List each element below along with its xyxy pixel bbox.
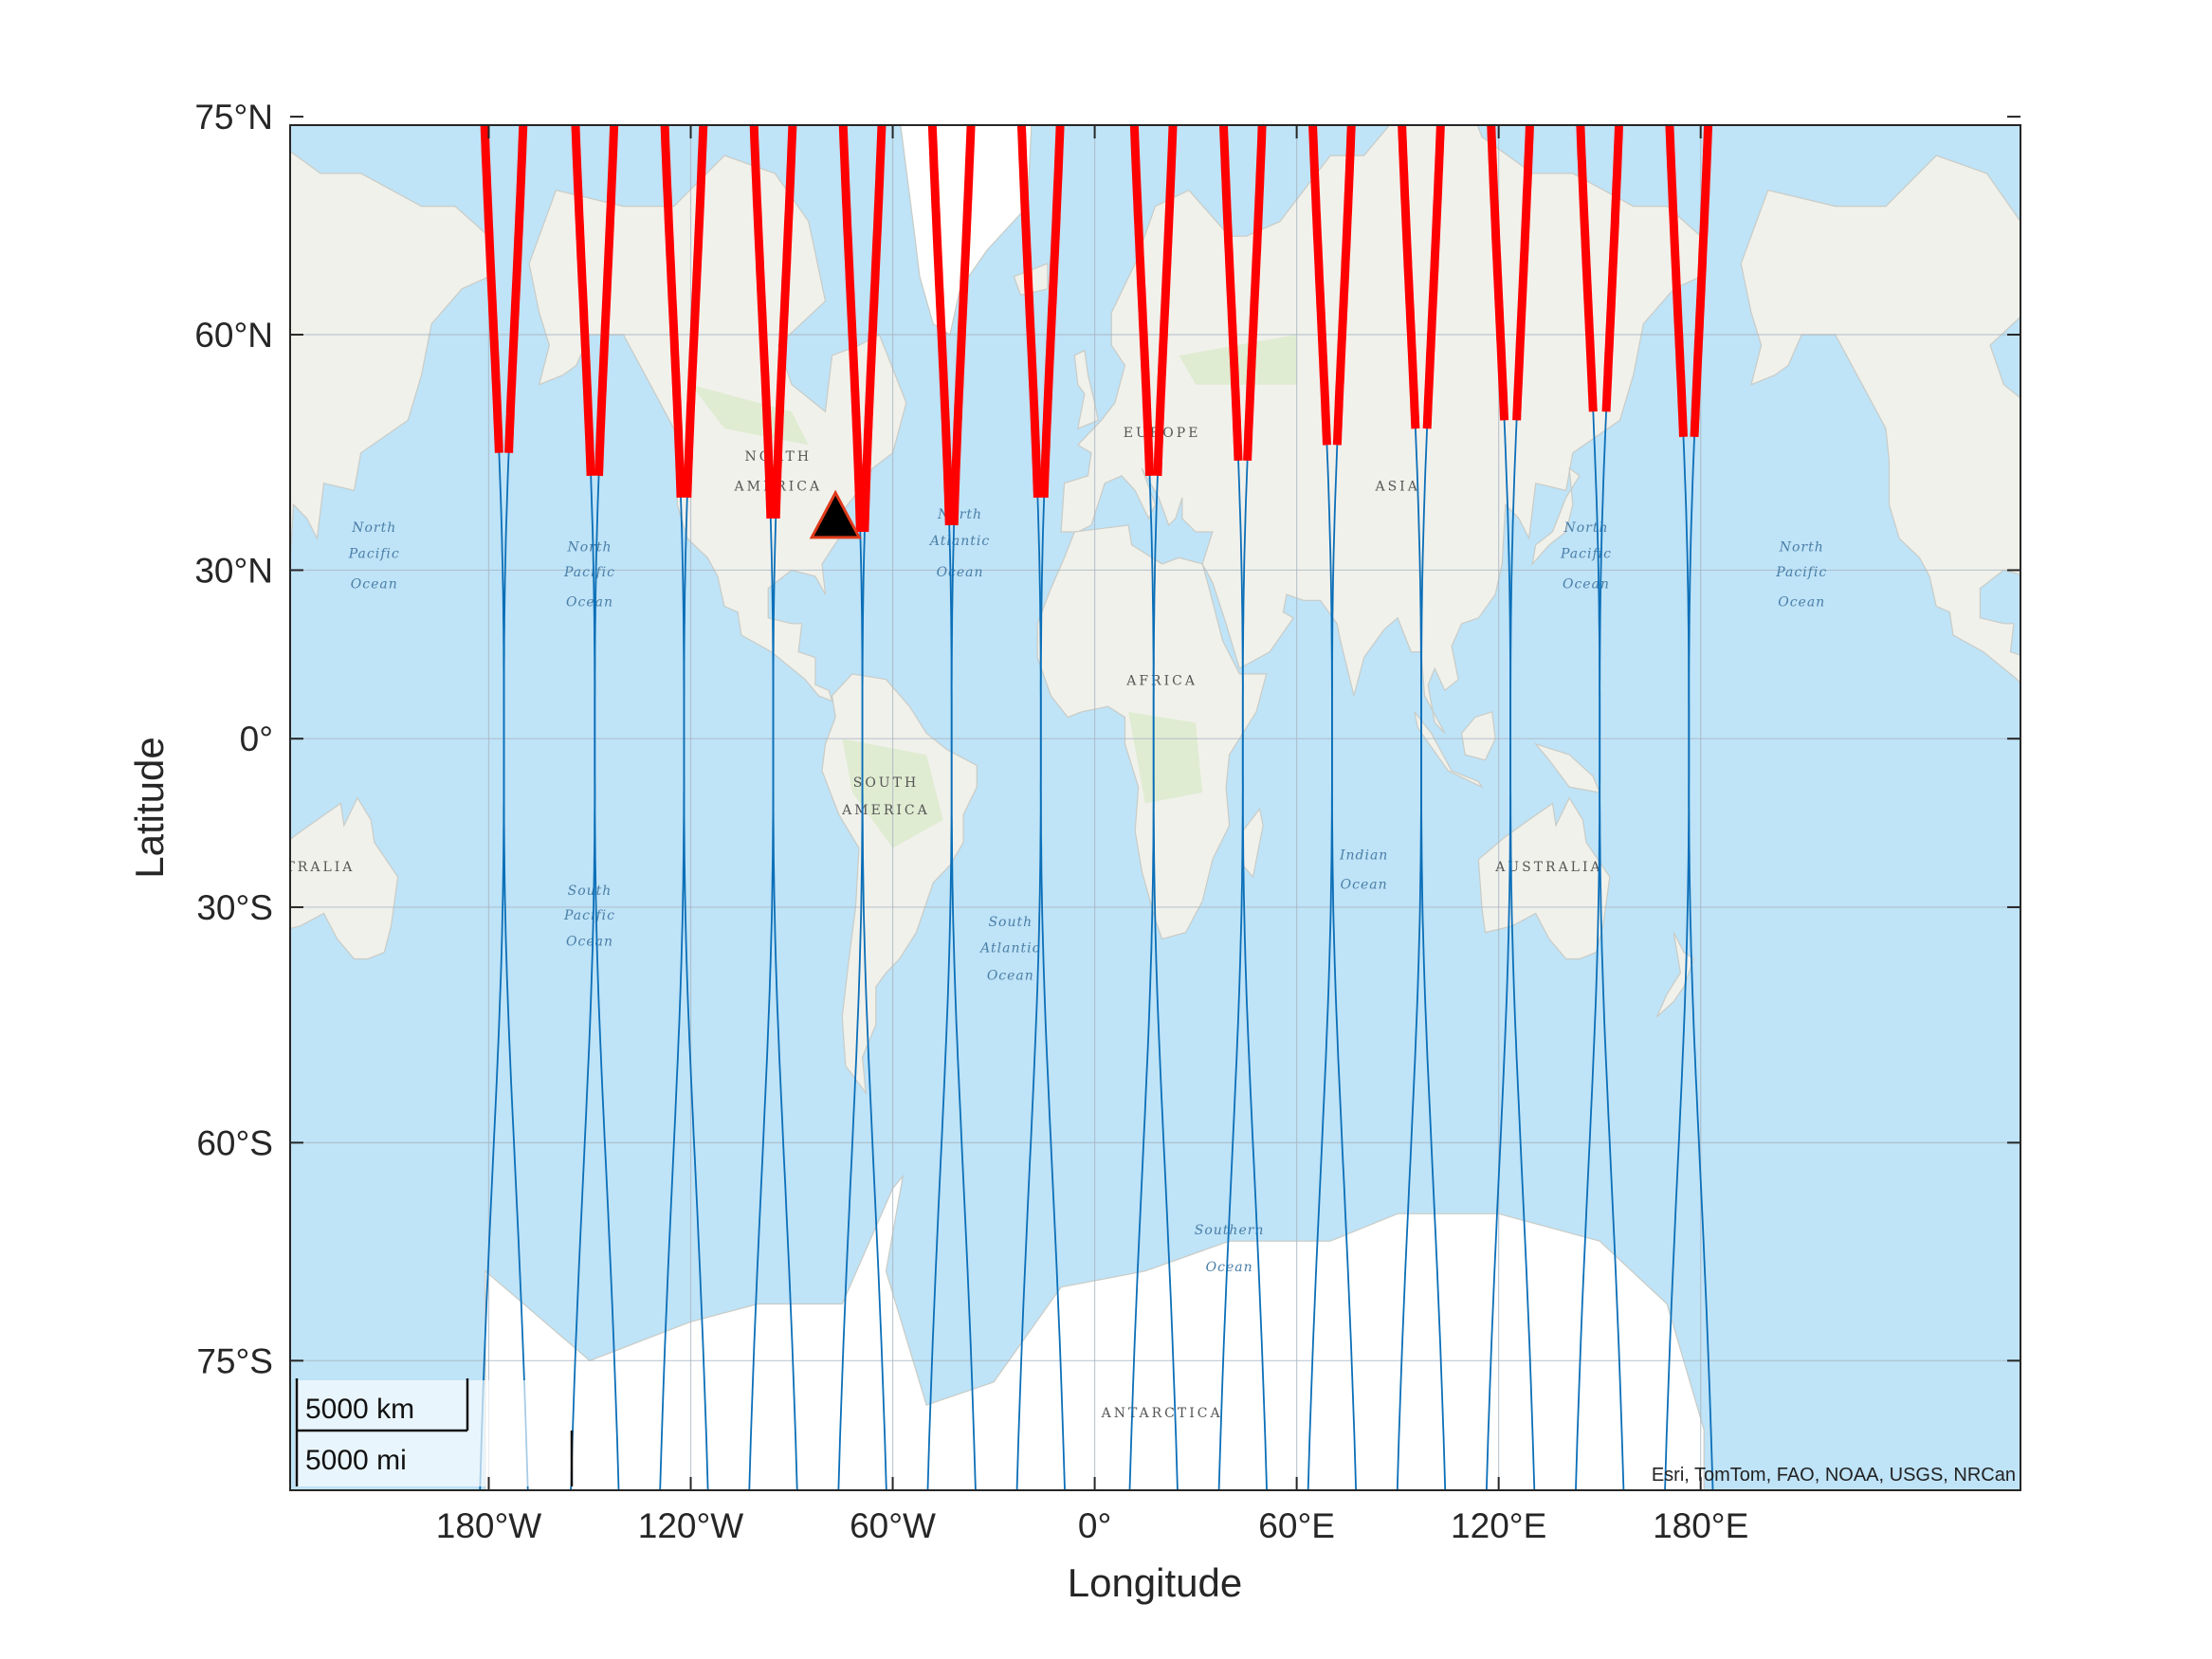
y-tick-label: 75°S (196, 1341, 273, 1380)
visible-pass (838, 125, 865, 533)
ocean-label: Pacific (1560, 546, 1612, 561)
scale-bar-background (295, 1380, 572, 1486)
x-tick-label: 120°E (1451, 1506, 1546, 1545)
x-tick-label: 60°E (1258, 1506, 1335, 1545)
ground-station-marker[interactable] (809, 489, 862, 539)
ocean-label: Ocean (987, 968, 1034, 983)
visible-pass (1512, 125, 1534, 421)
visible-pass (683, 125, 708, 499)
visible-pass (504, 125, 528, 453)
ground-station[interactable] (809, 489, 862, 539)
y-tick-label: 30°N (194, 551, 273, 590)
y-axis: 75°N 60°N 30°N 0° 30°S 60°S 75°S (194, 98, 2020, 1380)
y-tick-label: 75°N (194, 98, 273, 137)
ocean-label: North (937, 507, 982, 522)
ocean-label: Ocean (566, 594, 613, 610)
ocean-label: Ocean (1341, 878, 1388, 893)
scale-bar: 5000 km 5000 mi (295, 1378, 574, 1486)
ocean-label: North (566, 540, 612, 556)
visible-pass (1665, 125, 1688, 438)
visible-pass (1601, 125, 1624, 412)
visible-pass (571, 125, 595, 477)
y-tick-label: 30°S (196, 888, 273, 927)
y-axis-title: Latitude (127, 737, 172, 878)
x-tick-label: 120°W (638, 1506, 744, 1545)
continent-label: AUSTRALIA (1494, 860, 1602, 875)
visible-pass (1576, 125, 1598, 412)
visible-pass (1129, 125, 1154, 477)
vegetation-patch (1128, 711, 1203, 804)
ocean-label: North (1563, 520, 1608, 536)
continent-label: AMERICA (841, 803, 930, 818)
eurasia-wrapped-land (290, 150, 490, 567)
scale-bar-km-label: 5000 km (305, 1394, 414, 1425)
visible-pass (1690, 125, 1713, 438)
x-tick-label: 0° (1078, 1506, 1111, 1545)
continent-label: SOUTH (853, 775, 919, 791)
visible-pass (660, 125, 686, 499)
visible-pass (594, 125, 619, 477)
visible-pass (1039, 125, 1065, 499)
x-tick-label: 60°W (850, 1506, 936, 1545)
y-tick-label: 60°N (194, 316, 273, 355)
place-labels: NORTHAMERICASOUTHAMERICAEUROPEASIAAFRICA… (285, 426, 1827, 1421)
visible-pass (1153, 125, 1178, 477)
x-tick-label: 180°W (436, 1506, 542, 1545)
scale-bar-mi-label: 5000 mi (305, 1445, 407, 1476)
ocean-label: Atlantic (928, 534, 990, 549)
ocean-label: Pacific (1775, 565, 1827, 580)
visible-pass (480, 125, 503, 453)
ocean-label: North (1779, 540, 1824, 556)
visible-pass (1398, 125, 1420, 429)
visible-pass (1243, 125, 1267, 462)
ocean-label: South (568, 884, 612, 899)
continent-label: AFRICA (1125, 673, 1197, 688)
visible-pass (1332, 125, 1356, 446)
y-tick-label: 0° (240, 720, 273, 758)
x-axis-title: Longitude (1068, 1560, 1243, 1605)
visible-pass (749, 125, 776, 520)
visible-pass-segments (480, 125, 1713, 533)
australia-wrapped-land (290, 796, 399, 960)
visible-pass (949, 125, 976, 526)
ocean-label: Ocean (1206, 1260, 1253, 1275)
ocean-label: Pacific (563, 565, 615, 580)
ocean-label: Ocean (937, 565, 984, 580)
ocean-label: Indian (1339, 848, 1388, 864)
ocean-label: North (351, 520, 396, 536)
continent-label: ASIA (1374, 479, 1419, 494)
ocean-label: Ocean (1563, 577, 1610, 592)
continent-label: TRALIA (285, 860, 355, 875)
ocean-label: Ocean (566, 934, 613, 949)
eurasia-land (1060, 125, 1702, 734)
visible-pass (1487, 125, 1509, 421)
ocean-label: Pacific (563, 908, 615, 923)
north-america-wrapped-land (1740, 155, 2020, 684)
visible-pass (771, 125, 797, 520)
ocean-label: South (988, 915, 1033, 930)
visible-pass (860, 125, 887, 533)
basemap-attribution: Esri, TomTom, FAO, NOAA, USGS, NRCan (1652, 1465, 2016, 1486)
y-tick-label: 60°S (196, 1123, 273, 1162)
britain-land (1073, 349, 1099, 430)
visible-pass (1422, 125, 1445, 429)
map-area[interactable]: NORTHAMERICASOUTHAMERICAEUROPEASIAAFRICA… (0, 0, 2118, 1659)
x-tick-label: 180°E (1653, 1506, 1748, 1545)
visible-pass (1308, 125, 1331, 446)
japan-land (1531, 466, 1581, 566)
continent-label: ANTARCTICA (1101, 1406, 1223, 1421)
indonesia-land (1414, 711, 1484, 789)
axes-box (289, 124, 2021, 1491)
visible-pass (1016, 125, 1042, 499)
ocean-label: Ocean (1778, 594, 1825, 610)
ocean-label: Pacific (348, 546, 400, 561)
visible-pass (927, 125, 954, 526)
x-axis: 180°W 120°W 60°W 0° 60°E 120°E 180°E (436, 125, 1748, 1545)
ocean-label: Ocean (351, 577, 398, 592)
ocean-label: Atlantic (978, 940, 1040, 956)
visible-pass (1218, 125, 1243, 462)
